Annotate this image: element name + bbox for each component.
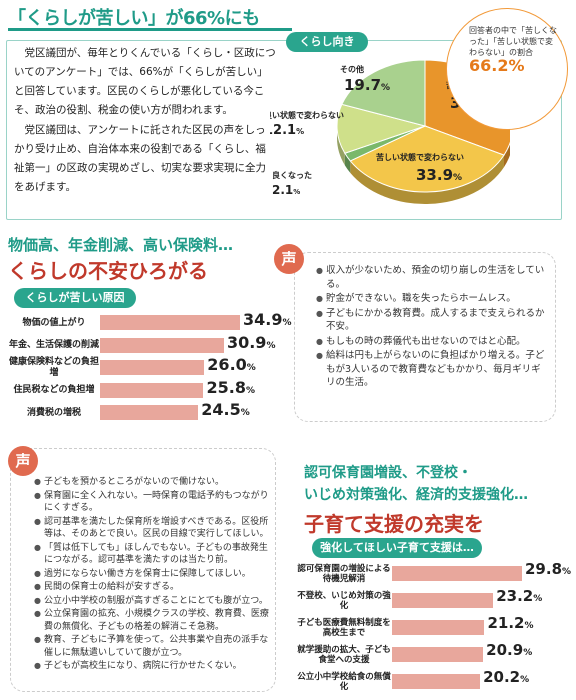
section1-title: 「くらしが苦しい」が66%にも — [8, 8, 260, 29]
voice-badge-icon: 声 — [274, 244, 304, 274]
bar-row: 子ども医療費無料制度を高校生まで 21.2% — [296, 614, 570, 642]
voice-childcare-item: 保育園に全く入れない。一時保育の電話予約もつながりにくすぎる。 — [34, 490, 270, 515]
pie-slice-side — [344, 153, 351, 173]
voice-living-item: 子どもにかかる教育費。成人するまで支えられるか不安。 — [316, 307, 548, 334]
bar — [100, 337, 224, 353]
bar-category-label: 物価の値上がり — [22, 317, 86, 328]
pie-chart-title: くらし向き — [286, 32, 368, 52]
pie-slice-label: 良い状態で変わらない — [270, 110, 344, 120]
bar-value-label: 25.8% — [206, 377, 255, 397]
voice-badge-icon: 声 — [8, 446, 38, 476]
section3-subtitle-line1: 認可保育園増設、不登校・ — [304, 465, 472, 481]
bar-row: 不登校、いじめ対策の強化 23.2% — [296, 587, 570, 615]
bar-value-label: 24.5% — [201, 400, 250, 419]
bar-category-label: 子ども医療費無料制度を高校生まで — [297, 617, 391, 639]
bar-row: 健康保険料などの負担増 26.0% — [8, 355, 288, 381]
bar-row: 認可保育園の増設による待機児解消 29.8% — [296, 560, 572, 588]
voice-living-item: もしもの時の葬儀代も出せないのではと心配。 — [316, 335, 548, 349]
bar-category-label: 消費税の増税 — [26, 407, 81, 418]
pie-slice-side — [350, 155, 504, 204]
bar-row: 公立小中学校給食の無償化 20.2% — [296, 668, 570, 696]
bar-row: 年金、生活保護の削減 30.9% — [8, 333, 288, 359]
bar — [100, 360, 205, 375]
pie-slice — [341, 59, 426, 127]
pie-slice-label: その他 — [340, 64, 364, 74]
bar-category-label: 健康保険料などの負担増 — [8, 357, 99, 378]
bar-value-label: 21.2% — [487, 614, 534, 632]
voice-childcare-item: 民間の保育士の給料が安すぎる。 — [34, 581, 270, 594]
section2-subtitle: 物価高、年金削減、高い保険料… — [8, 236, 234, 254]
bar — [100, 405, 199, 420]
bar-value-label: 20.9% — [486, 641, 533, 659]
section1-body: 党区議団が、毎年とりくんでいる「くらし・区政についてのアンケート」では、66%が… — [14, 44, 276, 198]
voice-living-item: 収入が少ないため、預金の切り崩しの生活をしている。 — [316, 264, 548, 291]
voice-childcare-item: 教育、子どもに予算を使って。公共事業や自売の派手な催しに無駄遣いしていて腹が立つ… — [34, 634, 270, 659]
pie-slice — [336, 103, 427, 154]
bar-row: 住民税などの負担増 25.8% — [8, 378, 288, 404]
voice-living-item: 給料は円も上がらないのに負担ばかり増える。子どもが3人いるので教育費などもかかり… — [316, 349, 548, 390]
title-underline — [8, 28, 292, 31]
voice-childcare-item: 過労にならない働き方を保育士に保障してほしい。 — [34, 568, 270, 581]
pie-slice-value: 12.1% — [270, 123, 304, 138]
bar-value-label: 20.2% — [483, 668, 530, 686]
section3-title: 子育て支援の充実を — [304, 512, 484, 536]
voices-list-childcare: 子どもを預かるところがないので働けない。保育園に全く入れない。一時保育の電話予約… — [34, 476, 270, 674]
voices-list-living: 収入が少ないため、預金の切り崩しの生活をしている。貯金ができない。職を失ったらホ… — [316, 264, 548, 391]
bar-value-label: 30.9% — [226, 332, 276, 352]
section1-paragraph-2: 党区議団は、アンケートに託された区民の声をしっかり受け止め、自治体本来の役割であ… — [14, 124, 266, 193]
pie-slice-side — [503, 142, 510, 168]
hardship-causes-chart-title: くらしが苦しい原因 — [14, 288, 136, 308]
section2-title: くらしの不安ひろがる — [8, 259, 208, 283]
voice-childcare-item: 公立保育園の拡充、小規模クラスの学校、教育費、医療費の無償化、子どもの格差の解消… — [34, 608, 270, 633]
bar-category-label: 年金、生活保護の削減 — [8, 340, 99, 350]
bar — [392, 674, 481, 689]
bar-value-label: 29.8% — [525, 560, 572, 578]
callout-text: 回答者の中で「苦しくなった」「苦しい状態で変わらない」の割合 — [469, 26, 557, 57]
section3-subtitle-line2: いじめ対策強化、経済的支援強化… — [304, 487, 528, 503]
pie-slice-label: 苦しい状態で変わらない — [376, 152, 464, 162]
bar-category-label: 住民税などの負担増 — [13, 385, 95, 395]
bar — [392, 647, 484, 662]
bar — [392, 566, 522, 581]
pie-slice-value: 33.9% — [416, 166, 462, 184]
callout-value: 66.2% — [469, 56, 525, 75]
bar-row: 消費税の増税 24.5% — [8, 400, 288, 426]
bar — [392, 593, 494, 608]
voice-childcare-item: 公立小中学校の制服が高すぎることにとても腹が立つ。 — [34, 595, 270, 608]
bar-category-label: 認可保育園の増設による待機児解消 — [297, 563, 391, 585]
bar-category-label: 公立小中学校給食の無償化 — [297, 671, 391, 693]
childcare-support-chart-title: 強化してほしい子育て支援は… — [312, 538, 482, 558]
callout-bubble: 回答者の中で「苦しくなった」「苦しい状態で変わらない」の割合 66.2% — [446, 8, 568, 130]
bar-value-label: 34.9% — [243, 310, 292, 329]
bar-row: 物価の値上がり 34.9% — [8, 310, 292, 336]
voice-childcare-item: 子どもを預かるところがないので働けない。 — [34, 476, 270, 489]
pie-slice-value: 2.1% — [272, 183, 300, 197]
bar-category-label: 就学援助の拡大、子ども食堂への支援 — [297, 644, 391, 666]
bar-row: 就学援助の拡大、子ども食堂への支援 20.9% — [296, 641, 570, 669]
bar-value-label: 26.0% — [207, 355, 256, 374]
bar-category-label: 不登校、いじめ対策の強化 — [297, 590, 391, 612]
section1-paragraph-1: 党区議団が、毎年とりくんでいる「くらし・区政についてのアンケート」では、66%が… — [14, 47, 276, 116]
bar-value-label: 23.2% — [496, 587, 543, 605]
section1-frame — [6, 40, 562, 220]
pie-slice-value: 19.7% — [344, 76, 390, 94]
voice-childcare-item: 「質は低下しても」ほしんでもない。子どもの事故発生につながる。認可基準を満たすの… — [34, 542, 270, 567]
voice-childcare-item: 子どもが高校生になり、病院に行かせたくない。 — [34, 660, 270, 673]
voice-childcare-item: 認可基準を満たした保育所を増設すべきである。区役所等は、そのあとで良い。区民の目… — [34, 516, 270, 541]
bar — [100, 382, 204, 398]
voice-living-item: 貯金ができない。職を失ったらホームレス。 — [316, 292, 548, 306]
pie-slice-label: 良くなった — [272, 170, 312, 180]
pie-slice — [349, 125, 505, 193]
bar — [392, 620, 485, 635]
bar — [100, 315, 240, 330]
